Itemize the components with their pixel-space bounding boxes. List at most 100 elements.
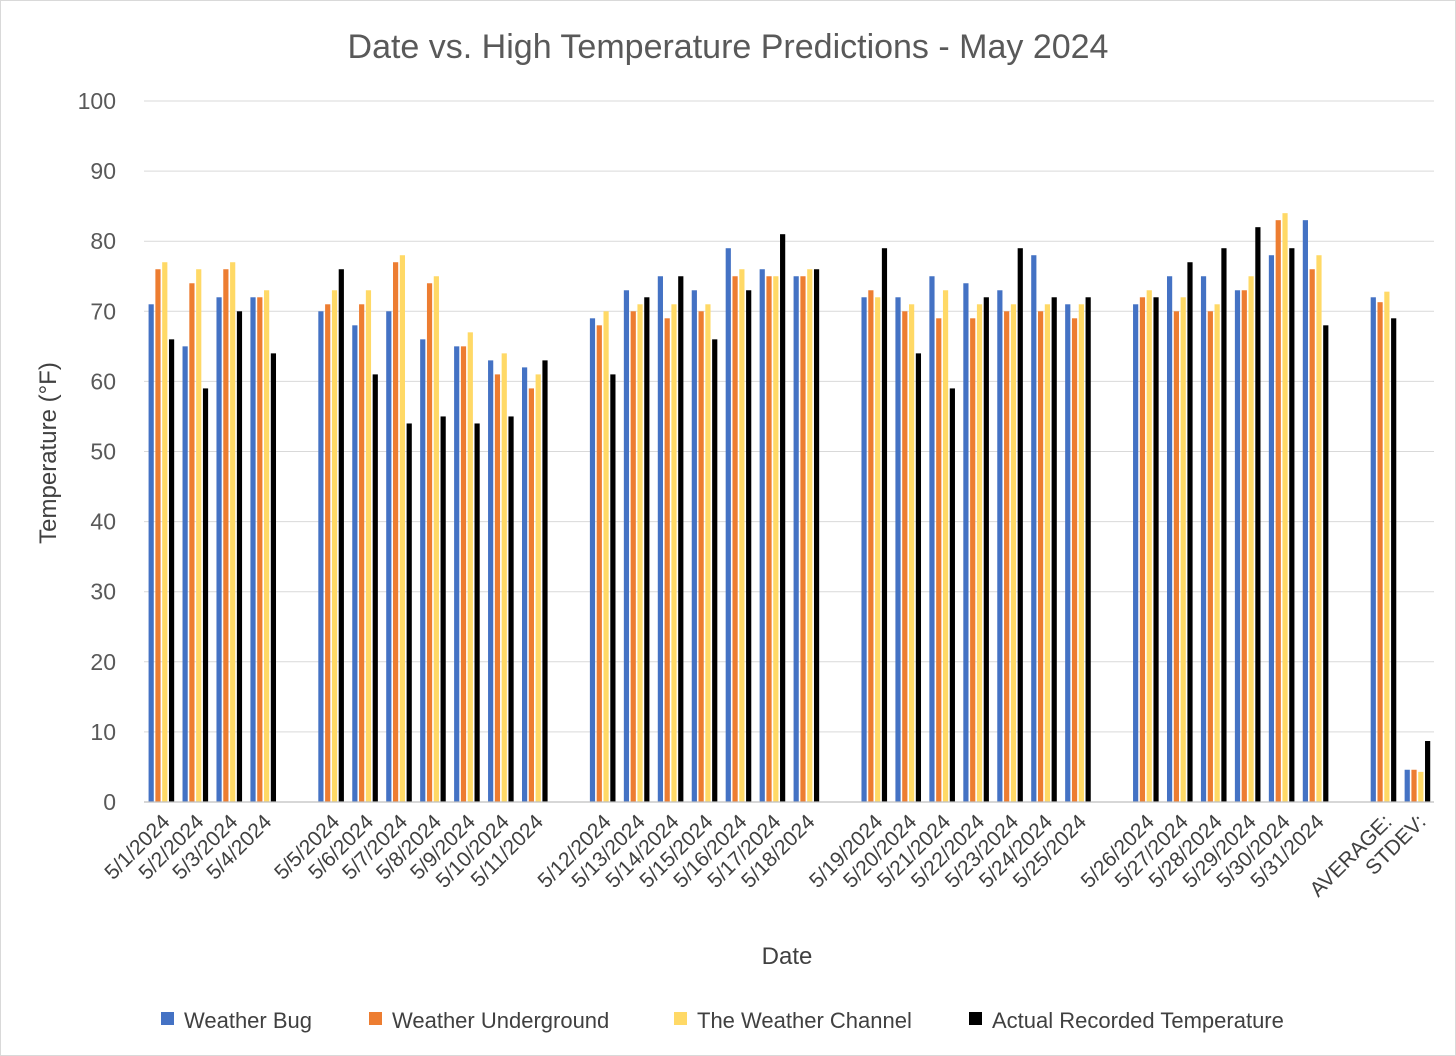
bar-actual-recorded-temperature	[949, 388, 955, 802]
bar-weather-underground	[698, 311, 704, 802]
y-axis-title: Temperature (°F)	[35, 362, 62, 544]
y-axis-ticks: 0 10 20 30 40 50 60 70 80 90 100	[78, 88, 116, 815]
bar-actual-recorded-temperature	[1017, 248, 1023, 802]
bar-weather-underground	[359, 304, 365, 802]
bar-weather-underground	[1207, 311, 1213, 802]
bar-actual-recorded-temperature	[508, 416, 514, 802]
bar-the-weather-channel	[230, 262, 236, 803]
bar-actual-recorded-temperature	[406, 423, 412, 802]
bar-weather-bug	[1370, 297, 1376, 802]
bar-actual-recorded-temperature	[1085, 297, 1091, 802]
bar-weather-underground	[936, 318, 942, 802]
bar-actual-recorded-temperature	[236, 311, 243, 802]
bar-weather-underground	[596, 325, 602, 802]
bar-weather-underground	[155, 269, 161, 802]
y-tick-label: 0	[103, 789, 116, 815]
bar-weather-bug	[1031, 255, 1037, 803]
bar-the-weather-channel	[705, 304, 711, 802]
bar-weather-bug	[1065, 304, 1071, 802]
bar-weather-bug	[318, 311, 324, 802]
bar-weather-bug	[386, 311, 392, 802]
legend-label: Weather Bug	[184, 1008, 312, 1033]
y-tick-label: 50	[90, 439, 116, 465]
bar-weather-bug	[454, 346, 460, 802]
bar-actual-recorded-temperature	[1289, 248, 1295, 802]
bar-weather-underground	[528, 388, 534, 802]
bar-the-weather-channel	[467, 332, 473, 802]
bar-actual-recorded-temperature	[270, 353, 277, 802]
bar-the-weather-channel	[637, 304, 643, 802]
x-axis-ticks: 5/1/20245/2/20245/3/20245/4/20245/5/2024…	[100, 810, 1430, 901]
bar-weather-underground	[630, 311, 636, 802]
bar-the-weather-channel	[1282, 213, 1288, 802]
bar-the-weather-channel	[1248, 276, 1254, 802]
bar-actual-recorded-temperature	[678, 276, 684, 802]
bar-weather-underground	[1377, 302, 1383, 802]
y-tick-label: 60	[90, 368, 116, 394]
bar-weather-underground	[1411, 769, 1417, 802]
bar-the-weather-channel	[1214, 304, 1220, 802]
bar-the-weather-channel	[1180, 297, 1186, 802]
bar-weather-underground	[426, 283, 433, 802]
bars	[148, 213, 1431, 803]
bar-weather-bug	[488, 360, 494, 802]
bar-the-weather-channel	[365, 290, 372, 802]
bar-the-weather-channel	[162, 262, 168, 803]
bar-the-weather-channel	[264, 290, 270, 802]
bar-the-weather-channel	[671, 304, 677, 802]
bar-weather-underground	[494, 374, 501, 802]
legend: Weather Bug Weather Underground The Weathe…	[161, 1008, 1284, 1033]
legend-label: Actual Recorded Temperature	[992, 1008, 1284, 1033]
bar-weather-bug	[929, 276, 935, 802]
bar-weather-underground	[868, 290, 874, 802]
bar-actual-recorded-temperature	[610, 374, 616, 802]
bar-weather-underground	[766, 276, 772, 802]
bar-weather-bug	[182, 346, 188, 802]
y-tick-label: 80	[90, 228, 116, 254]
y-tick-label: 70	[90, 298, 116, 324]
bar-the-weather-channel	[331, 290, 338, 802]
bar-weather-bug	[895, 297, 901, 802]
bar-weather-underground	[1004, 311, 1010, 802]
bar-weather-underground	[1038, 311, 1044, 802]
bar-actual-recorded-temperature	[746, 290, 752, 802]
bar-the-weather-channel	[909, 304, 915, 802]
y-tick-label: 10	[90, 719, 116, 745]
bar-the-weather-channel	[1010, 304, 1017, 802]
bar-weather-bug	[1234, 290, 1241, 802]
bar-actual-recorded-temperature	[440, 416, 446, 802]
bar-the-weather-channel	[739, 269, 745, 802]
bar-actual-recorded-temperature	[712, 339, 718, 802]
bar-weather-underground	[664, 318, 670, 802]
bar-weather-bug	[725, 248, 731, 802]
bar-actual-recorded-temperature	[372, 374, 378, 802]
bar-the-weather-channel	[1044, 304, 1051, 802]
bar-actual-recorded-temperature	[780, 234, 786, 802]
bar-weather-underground	[223, 269, 229, 802]
bar-weather-bug	[623, 290, 630, 802]
bar-weather-underground	[393, 262, 399, 803]
bar-weather-underground	[325, 304, 331, 802]
bar-actual-recorded-temperature	[1187, 262, 1193, 803]
x-axis-title: Date	[762, 943, 813, 970]
bar-actual-recorded-temperature	[542, 360, 548, 802]
bar-actual-recorded-temperature	[881, 248, 888, 802]
bar-weather-bug	[216, 297, 222, 802]
bar-weather-underground	[1241, 290, 1247, 802]
legend-swatch	[969, 1012, 982, 1025]
bar-weather-bug	[793, 276, 799, 802]
bar-weather-bug	[521, 367, 528, 802]
bar-weather-underground	[1071, 318, 1078, 802]
y-tick-label: 100	[78, 88, 116, 114]
bar-weather-bug	[1166, 276, 1173, 802]
bar-weather-bug	[657, 276, 663, 802]
bar-weather-underground	[800, 276, 806, 802]
bar-weather-bug	[1268, 255, 1275, 803]
bar-actual-recorded-temperature	[915, 353, 922, 802]
bar-weather-underground	[732, 276, 738, 802]
legend-swatch	[369, 1012, 382, 1025]
bar-actual-recorded-temperature	[1255, 227, 1261, 802]
y-tick-label: 40	[90, 509, 116, 535]
y-tick-label: 30	[90, 579, 116, 605]
